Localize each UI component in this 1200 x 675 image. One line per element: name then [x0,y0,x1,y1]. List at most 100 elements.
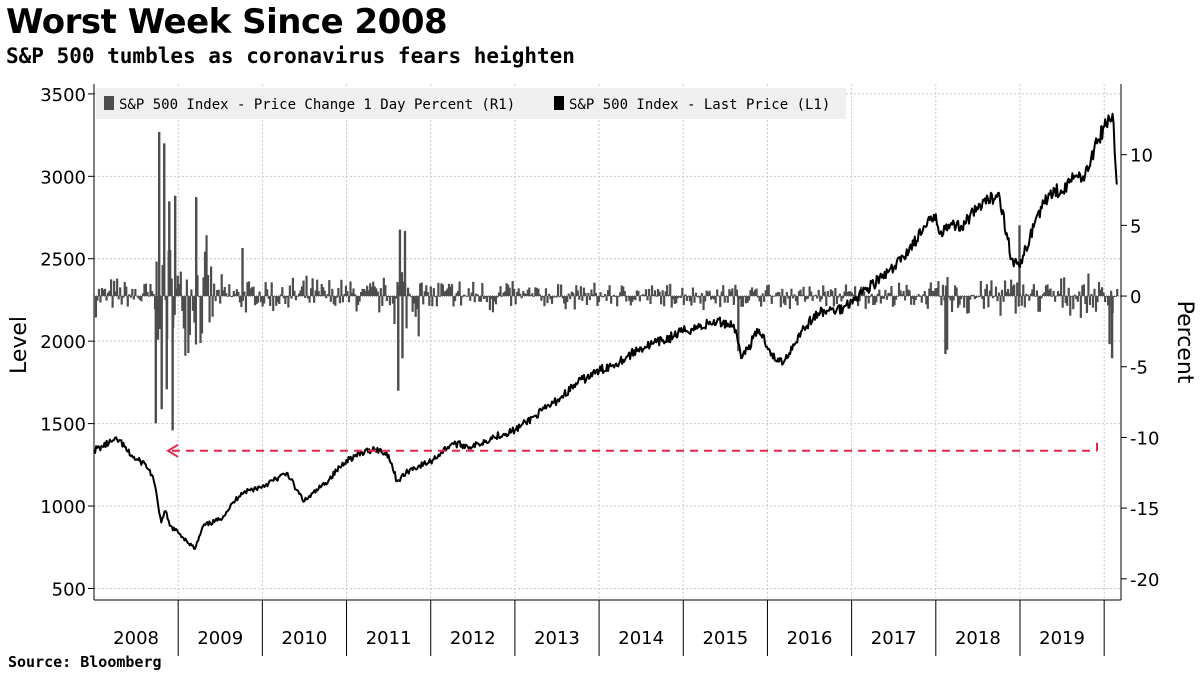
change-bar [396,281,399,297]
change-bar [343,293,346,297]
change-bar-extreme [1108,296,1111,345]
change-bar [640,295,643,297]
change-bar [932,291,935,297]
change-bar [869,296,872,298]
change-bar [747,296,751,301]
change-bar [1094,296,1098,312]
change-bar [1066,296,1069,306]
change-bar [817,289,820,297]
change-bar [841,296,845,299]
change-bar [593,282,596,297]
change-bar [249,288,252,297]
change-bar [791,296,795,299]
change-bar [749,290,752,297]
change-bar [563,296,566,304]
change-bar-extreme [154,296,158,424]
change-bar [1067,287,1070,297]
change-bar [1032,284,1035,297]
change-bar [894,296,898,300]
change-bar [784,296,787,306]
change-bar [829,289,832,297]
change-bar [472,281,475,297]
right-tick-label: -15 [1130,499,1159,520]
change-bar [508,287,511,297]
change-bar [578,296,581,300]
change-bar [994,286,998,297]
change-bar [587,292,590,297]
change-bar [797,291,801,297]
change-bar [953,285,957,297]
change-bar [656,289,660,297]
change-bar [275,296,278,306]
change-bar [960,296,963,300]
change-bar [1031,289,1034,297]
change-bar [1072,296,1075,310]
change-bar [940,296,943,306]
change-bar [450,284,454,297]
change-bar [314,290,317,297]
change-bar [1116,288,1119,297]
change-bar [200,296,204,334]
change-bar [361,288,364,297]
change-bar [494,296,498,305]
change-bar [605,296,608,301]
change-bar [303,296,307,298]
change-bar [322,287,325,297]
change-bar-extreme [163,143,166,297]
change-bar [637,290,640,297]
change-bar [922,294,925,297]
change-bar [693,296,696,303]
change-bar [907,289,910,297]
change-bar [1053,296,1057,302]
change-bar [205,235,208,297]
change-bar [155,261,158,297]
x-tick-label: 2014 [618,628,664,649]
left-tick-label: 2500 [40,250,86,271]
change-bar [626,296,629,297]
change-bar [755,288,758,297]
change-bar [466,296,469,297]
x-tick-label: 2016 [787,628,833,649]
change-bar [808,286,811,297]
change-bar [481,283,484,297]
change-bar [334,296,337,306]
change-bar [114,291,117,297]
change-bar [291,277,295,297]
change-bar-extreme [195,197,198,297]
change-bar [128,294,131,297]
change-bar [506,284,510,297]
change-bar [643,294,646,297]
change-bar [699,296,702,304]
change-bar [400,272,404,297]
change-bar [702,296,705,311]
change-bar [863,291,866,297]
change-bar [766,285,769,297]
right-tick-label: 0 [1130,287,1141,308]
left-tick-label: 1000 [40,497,86,518]
change-bar [214,296,217,302]
change-bar [269,296,272,306]
change-bar [353,294,357,297]
change-bar [297,293,301,297]
change-bar [378,296,381,313]
change-bar [750,287,754,297]
change-bar [1090,293,1093,297]
change-bar [373,286,376,297]
change-bar [458,281,461,297]
change-bar [584,292,587,297]
change-bar [338,296,341,304]
change-bar [949,296,952,301]
change-bar [111,296,114,308]
change-bar [575,285,578,297]
change-bar [381,296,384,307]
change-bar [779,296,782,308]
change-bar [497,292,501,297]
change-bar [620,285,623,297]
change-bar [772,296,775,297]
change-bar [208,296,211,323]
change-bar [470,292,473,297]
change-bar [455,292,458,297]
change-bar [467,288,470,297]
change-bar [984,288,987,297]
